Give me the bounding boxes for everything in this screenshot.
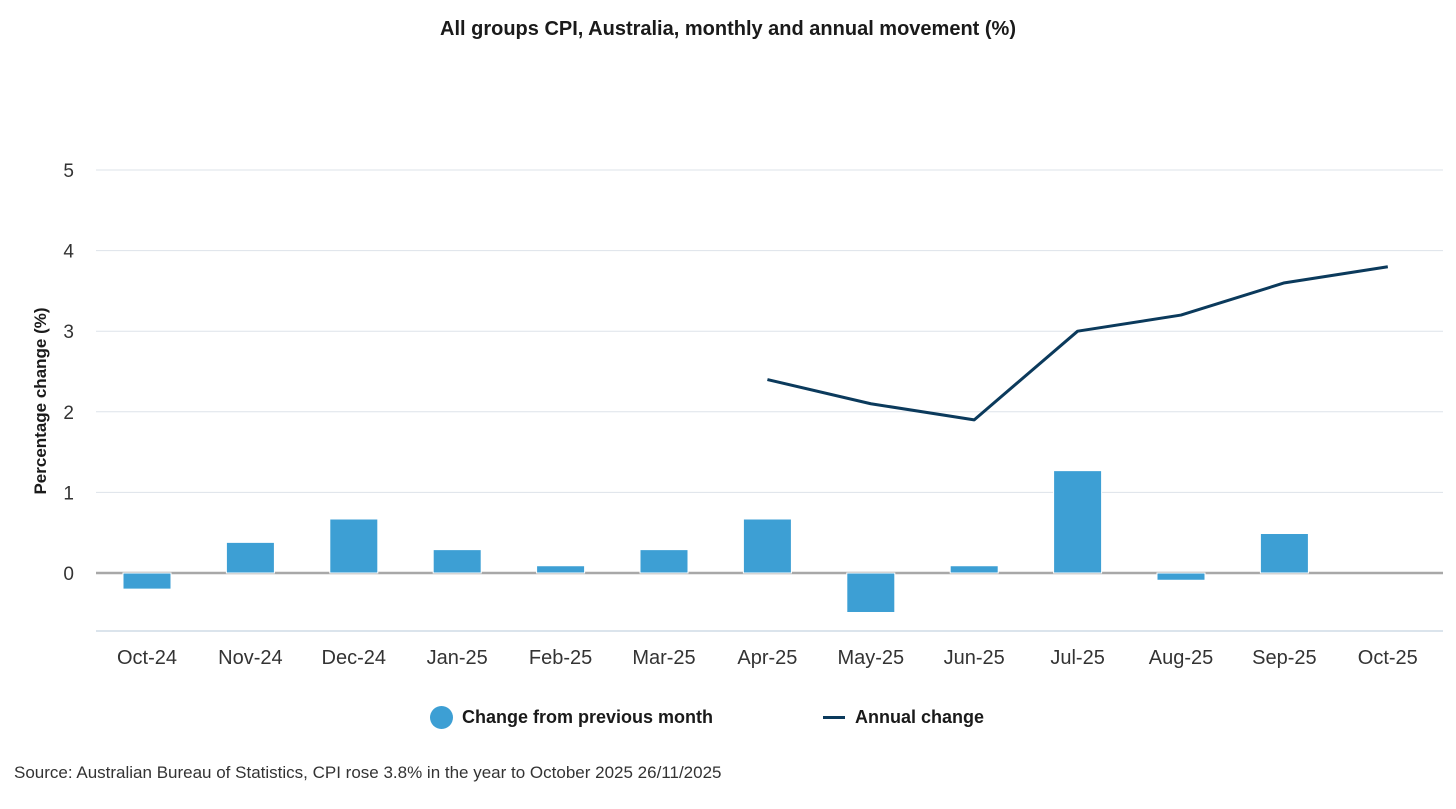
bar-Jun-25[interactable]: [949, 565, 999, 574]
axes: 0 1 2 3 4 5 Oct-24 Nov-24 Dec-24 Jan-25 Feb-25 Mar-…: [31, 161, 1443, 669]
bar-Apr-25[interactable]: [742, 518, 792, 574]
monthly-bars: [122, 470, 1309, 613]
bar-Feb-25[interactable]: [536, 565, 586, 574]
x-tick-label: May-25: [837, 647, 904, 669]
legend-label-monthly: Change from previous month: [462, 707, 714, 727]
annual-point-Sep-25[interactable]: [1280, 279, 1288, 287]
x-tick-label: Jan-25: [427, 647, 488, 669]
x-tick-label: Aug-25: [1149, 647, 1214, 669]
x-tick-label: Dec-24: [322, 647, 386, 669]
bar-Dec-24[interactable]: [329, 518, 379, 574]
bar-May-25[interactable]: [846, 572, 896, 613]
annual-point-Oct-25[interactable]: [1384, 263, 1392, 271]
legend-item-annual[interactable]: Annual change: [823, 707, 984, 728]
annual-line-layer: [763, 263, 1392, 424]
annual-point-Jul-25[interactable]: [1074, 327, 1082, 335]
x-tick-label: Feb-25: [529, 647, 592, 669]
annual-point-May-25[interactable]: [867, 400, 875, 408]
legend-label-annual: Annual change: [855, 707, 985, 727]
y-tick-label: 5: [63, 161, 74, 182]
source-note: Source: Australian Bureau of Statistics,…: [14, 763, 722, 782]
bar-Jan-25[interactable]: [432, 549, 482, 574]
gridlines: [96, 169, 1443, 575]
y-axis-label: Percentage change (%): [31, 307, 50, 494]
bar-Jul-25[interactable]: [1053, 470, 1103, 574]
annual-point-Aug-25[interactable]: [1177, 311, 1185, 319]
annual-point-Jun-25[interactable]: [970, 416, 978, 424]
bar-Mar-25[interactable]: [639, 549, 689, 574]
x-tick-label: Jun-25: [944, 647, 1005, 669]
x-tick-label: Apr-25: [737, 647, 797, 669]
legend-swatch-annual-icon: [823, 716, 846, 719]
x-tick-label: Oct-24: [117, 647, 177, 669]
bar-Nov-24[interactable]: [225, 541, 275, 574]
x-tick-label: Nov-24: [218, 647, 282, 669]
legend: Change from previous month Annual change: [430, 706, 984, 729]
y-tick-label: 4: [63, 242, 74, 263]
y-tick-label: 3: [63, 322, 74, 343]
bar-Oct-24[interactable]: [122, 572, 172, 590]
bar-Aug-25[interactable]: [1156, 572, 1206, 581]
x-tick-label: Jul-25: [1050, 647, 1104, 669]
y-tick-label: 0: [63, 564, 74, 585]
bar-Sep-25[interactable]: [1259, 533, 1309, 574]
y-tick-label: 1: [63, 483, 74, 504]
annual-change-line[interactable]: [767, 265, 1389, 422]
legend-swatch-monthly-icon: [430, 706, 453, 729]
annual-point-Apr-25[interactable]: [763, 376, 771, 384]
legend-item-monthly[interactable]: Change from previous month: [430, 706, 713, 729]
y-tick-label: 2: [63, 403, 74, 424]
x-tick-label: Oct-25: [1358, 647, 1418, 669]
x-tick-label: Sep-25: [1252, 647, 1317, 669]
chart-title: All groups CPI, Australia, monthly and a…: [440, 18, 1016, 40]
x-tick-label: Mar-25: [632, 647, 695, 669]
